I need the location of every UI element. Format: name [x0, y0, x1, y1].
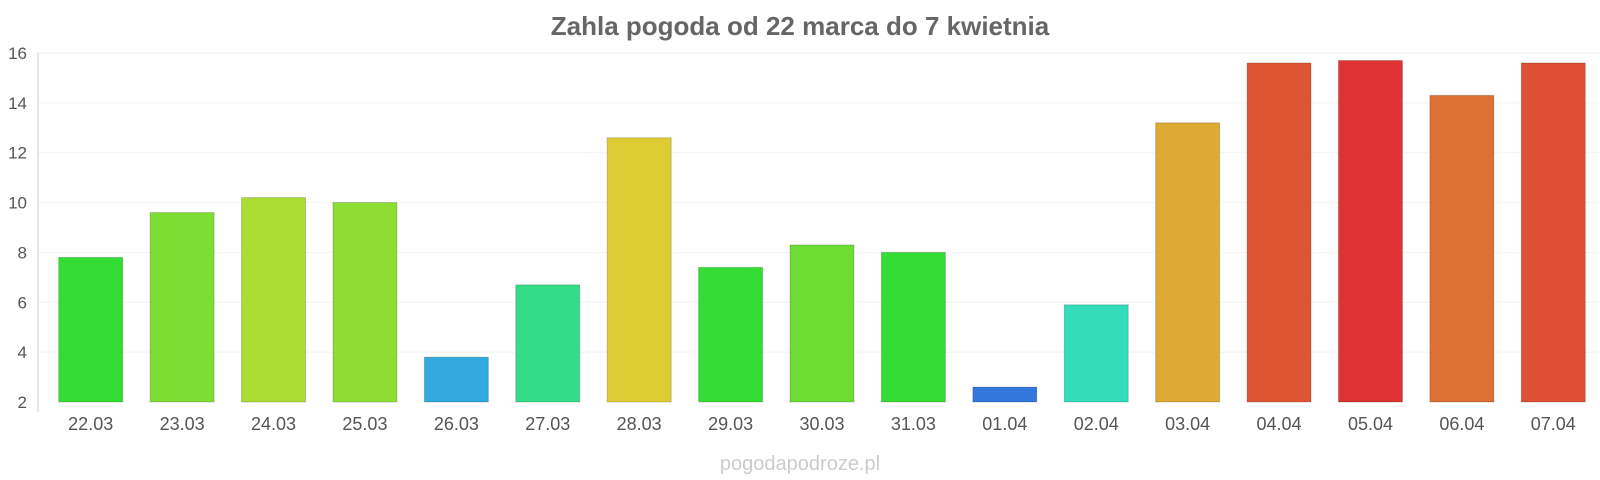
x-tick-label: 22.03: [68, 414, 113, 434]
x-tick-label: 31.03: [891, 414, 936, 434]
y-axis: 2 4 6 8 10 12 14 16: [8, 44, 39, 412]
x-tick-label: 30.03: [799, 414, 844, 434]
bar-24.03: [241, 197, 307, 403]
chart-title: Zahla pogoda od 22 marca do 7 kwietnia: [551, 11, 1050, 41]
bar-31.03: [880, 251, 946, 403]
y-tick-label: 14: [8, 94, 27, 113]
x-tick-label: 25.03: [342, 414, 387, 434]
y-tick-label: 12: [8, 144, 27, 163]
bar-23.03: [149, 212, 215, 403]
bar-04.04: [1246, 62, 1312, 403]
x-tick-label: 29.03: [708, 414, 753, 434]
bar-05.04: [1337, 59, 1403, 403]
bar-25.03: [332, 202, 398, 403]
bar-01.04: [972, 386, 1038, 403]
x-tick-label: 03.04: [1165, 414, 1210, 434]
bar-02.04: [1063, 304, 1129, 403]
bar-27.03: [515, 284, 581, 403]
x-tick-label: 26.03: [434, 414, 479, 434]
x-tick-label: 23.03: [160, 414, 205, 434]
x-axis: 22.03 23.03 24.03 25.03 26.03 27.03 28.03 29.03…: [68, 414, 1576, 434]
bar-28.03: [606, 137, 672, 403]
x-tick-label: 06.04: [1439, 414, 1484, 434]
bar-26.03: [423, 356, 489, 403]
x-tick-label: 05.04: [1348, 414, 1393, 434]
y-tick-label: 6: [18, 293, 27, 312]
x-tick-label: 01.04: [982, 414, 1027, 434]
y-tick-label: 8: [18, 243, 27, 262]
y-tick-label: 16: [8, 44, 27, 63]
y-tick-label: 2: [18, 393, 27, 412]
bar-29.03: [698, 266, 764, 403]
y-tick-label: 10: [8, 194, 27, 213]
x-tick-label: 04.04: [1257, 414, 1302, 434]
x-tick-label: 02.04: [1074, 414, 1119, 434]
x-tick-label: 07.04: [1531, 414, 1576, 434]
bars: [58, 59, 1586, 403]
x-tick-label: 27.03: [525, 414, 570, 434]
bar-22.03: [58, 256, 124, 403]
x-tick-label: 24.03: [251, 414, 296, 434]
y-tick-label: 4: [18, 343, 27, 362]
watermark: pogodapodroze.pl: [720, 453, 880, 475]
x-tick-label: 28.03: [617, 414, 662, 434]
bar-06.04: [1429, 94, 1495, 403]
bar-03.04: [1155, 122, 1221, 403]
bar-07.04: [1520, 62, 1586, 403]
bar-30.03: [789, 244, 855, 403]
